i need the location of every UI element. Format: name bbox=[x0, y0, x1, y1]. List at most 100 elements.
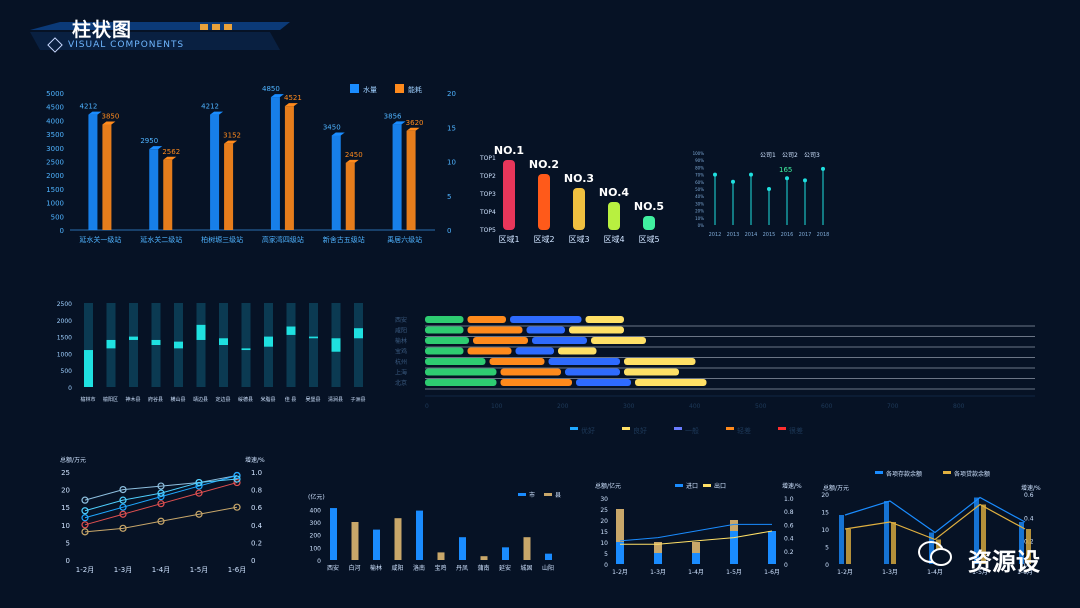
y-tick-label: 上海 bbox=[395, 369, 407, 377]
x-tick-label: 高家湾四级站 bbox=[262, 235, 304, 244]
bar-range bbox=[196, 324, 206, 340]
x-tick-label: 1-6月 bbox=[1017, 569, 1033, 576]
y-tick-label: 4000 bbox=[46, 117, 64, 125]
x-tick-label: 500 bbox=[755, 403, 767, 410]
y-tick-label: 20% bbox=[695, 209, 704, 214]
rank-label: NO.5 bbox=[634, 200, 664, 213]
series-line bbox=[84, 482, 238, 526]
x-tick-label: 绥德县 bbox=[238, 396, 253, 403]
y-tick-label: 0 bbox=[317, 558, 321, 565]
y-tick-label: 榆林 bbox=[395, 337, 407, 345]
bar-top bbox=[88, 111, 102, 115]
bar-top bbox=[102, 121, 116, 125]
y-tick-label: 25 bbox=[600, 507, 608, 514]
x-tick-label: 1-3月 bbox=[114, 566, 132, 574]
y-tick-label: 20 bbox=[61, 487, 70, 495]
legend-swatch bbox=[875, 471, 883, 474]
x-tick-label: 1-3月 bbox=[882, 569, 898, 576]
legend-swatch bbox=[622, 427, 630, 430]
bar-background bbox=[196, 303, 206, 387]
stacked-segment bbox=[467, 347, 512, 355]
legend-swatch bbox=[350, 84, 359, 93]
deposit-line bbox=[844, 496, 1026, 534]
x-tick-label: 400 bbox=[689, 403, 701, 410]
bar-import bbox=[730, 531, 738, 564]
lollipop-point bbox=[821, 166, 825, 171]
series-point bbox=[119, 503, 127, 511]
y-tick-label: TOP3 bbox=[479, 191, 496, 198]
stacked-segment bbox=[548, 358, 620, 365]
legend-label: 水量 bbox=[363, 85, 377, 94]
x-tick-label: 1-4月 bbox=[688, 569, 704, 576]
y-tick-label: 5 bbox=[825, 545, 829, 552]
bar-range bbox=[219, 338, 228, 345]
legend-swatch bbox=[703, 484, 711, 487]
y-tick-label: 3000 bbox=[46, 145, 64, 153]
y2-tick-label: 0.6 bbox=[1024, 492, 1034, 499]
y-tick-label: 北京 bbox=[395, 379, 407, 387]
data-label: 2450 bbox=[345, 151, 363, 159]
stacked-segment bbox=[467, 316, 506, 323]
stacked-segment bbox=[576, 379, 631, 386]
page-title: 柱状图 bbox=[72, 19, 133, 41]
x-tick-label: 1-6月 bbox=[764, 569, 780, 576]
x-tick-label: 800 bbox=[953, 403, 965, 410]
bar bbox=[394, 518, 402, 560]
y2-tick-label: 0 bbox=[1024, 562, 1028, 569]
series-point bbox=[81, 507, 89, 515]
x-tick-label: 米脂县 bbox=[260, 396, 275, 403]
bar-top bbox=[331, 132, 345, 136]
y2-tick-label: 0.6 bbox=[251, 504, 263, 512]
series-point bbox=[195, 510, 203, 518]
bar-import bbox=[768, 531, 776, 564]
x-tick-label: 延水关二级站 bbox=[140, 235, 182, 244]
legend-label: 一般 bbox=[685, 426, 699, 435]
bar-export bbox=[616, 509, 624, 564]
x-tick-label: 0 bbox=[425, 403, 429, 410]
bar-top bbox=[392, 121, 406, 125]
bar-import bbox=[654, 553, 662, 564]
bar-water bbox=[210, 114, 220, 230]
bar-range bbox=[286, 326, 296, 335]
bar bbox=[351, 522, 359, 560]
y2-tick-label: 20 bbox=[447, 90, 456, 98]
bar-background bbox=[309, 303, 318, 387]
y2-tick-label: 0.6 bbox=[784, 522, 794, 529]
y-tick-label: 20 bbox=[821, 492, 829, 499]
bar-range bbox=[106, 339, 116, 349]
data-label: 4521 bbox=[284, 94, 302, 102]
x-tick-label: 宝鸡 bbox=[434, 564, 446, 572]
bar-range bbox=[354, 328, 363, 339]
rank-pillar bbox=[608, 202, 620, 230]
bar bbox=[437, 552, 445, 560]
bar-background bbox=[241, 303, 251, 387]
x-tick-label: 山阳 bbox=[542, 564, 554, 572]
y-tick-label: 1000 bbox=[57, 351, 72, 358]
y-tick-label: 15 bbox=[61, 504, 70, 512]
y-tick-label: 15 bbox=[821, 510, 829, 517]
y-tick-label: 杭州 bbox=[395, 358, 407, 366]
lollipop-point bbox=[731, 179, 735, 184]
x-tick-label: 300 bbox=[623, 403, 635, 410]
y-tick-label: 1500 bbox=[57, 335, 72, 342]
legend-label: 优好 bbox=[581, 426, 595, 435]
y-tick-label: 30 bbox=[600, 496, 608, 503]
bar-range bbox=[151, 339, 161, 345]
x-tick-label: 区域4 bbox=[603, 234, 624, 244]
y-tick-label: 500 bbox=[51, 213, 64, 221]
bar-top bbox=[284, 103, 298, 107]
bar-water bbox=[88, 114, 98, 230]
series-line bbox=[84, 506, 238, 533]
y-tick-label: 西安 bbox=[395, 316, 407, 324]
y-tick-label: 200 bbox=[310, 533, 322, 540]
y2-tick-label: 0 bbox=[784, 562, 788, 569]
lollipop-point bbox=[803, 178, 807, 183]
growth-line bbox=[619, 523, 772, 542]
series-point bbox=[119, 496, 127, 504]
bar bbox=[480, 556, 488, 560]
highlight-label: 165 bbox=[779, 166, 792, 174]
bar-water bbox=[149, 149, 159, 230]
x-tick-label: 靖边县 bbox=[193, 396, 208, 403]
bar-top bbox=[406, 127, 420, 131]
